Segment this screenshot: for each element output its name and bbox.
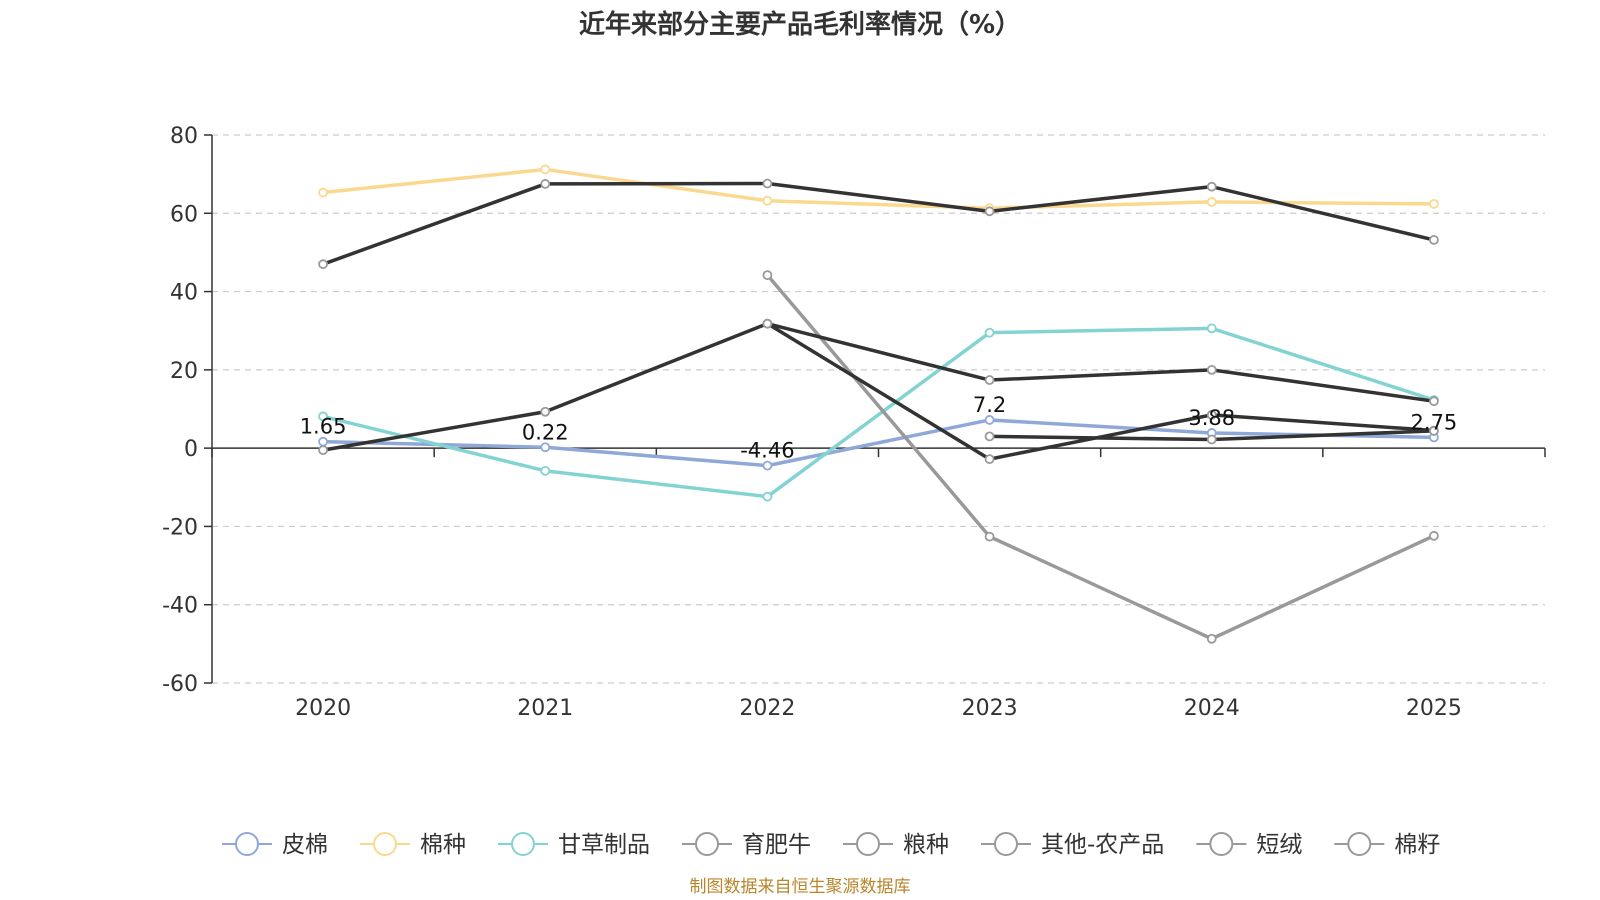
y-tick-label: 80 — [170, 124, 198, 149]
legend-item: 棉籽 — [1334, 832, 1440, 858]
x-tick-label: 2020 — [295, 696, 351, 721]
data-point — [762, 491, 773, 502]
legend-label: 育肥牛 — [742, 832, 811, 858]
legend-marker — [1209, 832, 1234, 856]
data-label: 0.22 — [522, 420, 569, 444]
series-3 — [762, 270, 1439, 644]
data-point — [540, 164, 551, 175]
grid — [212, 134, 1545, 684]
y-tick-label: 60 — [170, 202, 198, 227]
x-tick-label: 2021 — [517, 696, 573, 721]
data-label: 2.75 — [1411, 410, 1458, 434]
data-point — [984, 415, 995, 425]
legend-label: 其他-农产品 — [1041, 832, 1164, 858]
data-point — [318, 187, 328, 198]
legend-item: 其他-农产品 — [981, 832, 1164, 858]
x-tick-label: 2022 — [739, 696, 795, 721]
legend-label: 粮种 — [903, 832, 949, 858]
data-point — [1429, 426, 1439, 436]
data-point — [984, 206, 995, 217]
legend-item: 育肥牛 — [682, 832, 811, 858]
data-point — [318, 436, 328, 447]
data-point — [1429, 530, 1439, 541]
x-tick-label: 2023 — [962, 696, 1018, 721]
y-tick-label: 0 — [184, 437, 198, 462]
data-point — [1206, 434, 1217, 445]
legend-item: 短绒 — [1196, 832, 1302, 858]
series-4 — [318, 178, 1439, 270]
legend: 皮棉 棉种 甘草制品 育肥牛 粮种 其他-农产品 短绒 棉籽 — [222, 832, 1440, 858]
data-point — [1206, 323, 1217, 334]
legend-item: 棉种 — [360, 832, 466, 858]
legend-marker — [856, 832, 880, 856]
y-tick-label: -20 — [162, 515, 198, 540]
data-point — [984, 375, 995, 385]
legend-label: 皮棉 — [282, 832, 328, 858]
data-point — [1206, 181, 1217, 192]
x-tick-label: 2025 — [1406, 696, 1462, 721]
series-line — [322, 326, 1435, 499]
series-line — [322, 321, 1435, 452]
data-point — [1206, 633, 1217, 644]
data-label: 1.65 — [300, 415, 347, 439]
data-label: 3.88 — [1188, 406, 1235, 430]
legend-marker — [373, 832, 397, 856]
data-point — [540, 406, 551, 417]
data-point — [1429, 396, 1439, 407]
data-point — [762, 318, 773, 329]
data-point — [318, 259, 328, 270]
x-tick-label: 2024 — [1184, 696, 1240, 721]
legend-marker — [695, 832, 719, 856]
data-point — [1429, 198, 1439, 209]
source-note: 制图数据来自恒生聚源数据库 — [690, 877, 911, 897]
legend-item: 甘草制品 — [498, 832, 650, 858]
series-lines — [318, 164, 1439, 644]
data-point — [984, 327, 995, 338]
data-point — [762, 270, 773, 281]
axes: 80 60 40 20 0 -20 -40 -60 2020 2021 2022 2023 2024 20… — [162, 124, 1546, 721]
legend-label: 棉籽 — [1394, 832, 1440, 858]
legend-item: 粮种 — [843, 832, 949, 858]
legend-marker — [511, 832, 535, 856]
data-labels: 1.65 0.22 -4.46 7.2 3.88 2.75 — [300, 393, 1458, 463]
data-point — [762, 195, 773, 206]
data-point — [1206, 409, 1217, 420]
legend-marker — [994, 832, 1018, 856]
series-5 — [318, 318, 1439, 456]
data-point — [984, 531, 995, 542]
legend-marker — [1347, 832, 1372, 856]
legend-item: 皮棉 — [222, 832, 328, 858]
data-point — [762, 178, 773, 189]
series-1 — [318, 164, 1439, 214]
y-tick-label: 20 — [170, 359, 198, 384]
data-point — [540, 465, 551, 476]
data-point — [1206, 364, 1217, 375]
data-point — [318, 445, 328, 456]
legend-label: 短绒 — [1256, 832, 1302, 858]
data-point — [984, 454, 995, 465]
data-point — [762, 460, 773, 471]
legend-label: 棉种 — [420, 832, 466, 858]
data-point — [984, 431, 995, 442]
data-point — [540, 179, 551, 189]
series-line — [322, 167, 1434, 210]
data-label: -4.46 — [740, 439, 794, 463]
chart-title: 近年来部分主要产品毛利率情况（%） — [579, 9, 1021, 40]
y-tick-label: 40 — [170, 281, 198, 306]
series-line — [766, 273, 1435, 641]
data-point — [318, 411, 328, 422]
legend-marker — [235, 832, 259, 856]
series-7 — [984, 426, 1439, 445]
data-point — [1206, 197, 1217, 207]
y-tick-label: -40 — [162, 594, 198, 619]
data-point — [1429, 235, 1439, 245]
data-label: 7.2 — [973, 393, 1006, 417]
series-0 — [318, 415, 1439, 471]
series-line — [323, 418, 1434, 468]
data-point — [540, 442, 551, 453]
y-tick-label: -60 — [162, 672, 198, 697]
series-line — [322, 181, 1435, 266]
legend-label: 甘草制品 — [558, 832, 650, 858]
